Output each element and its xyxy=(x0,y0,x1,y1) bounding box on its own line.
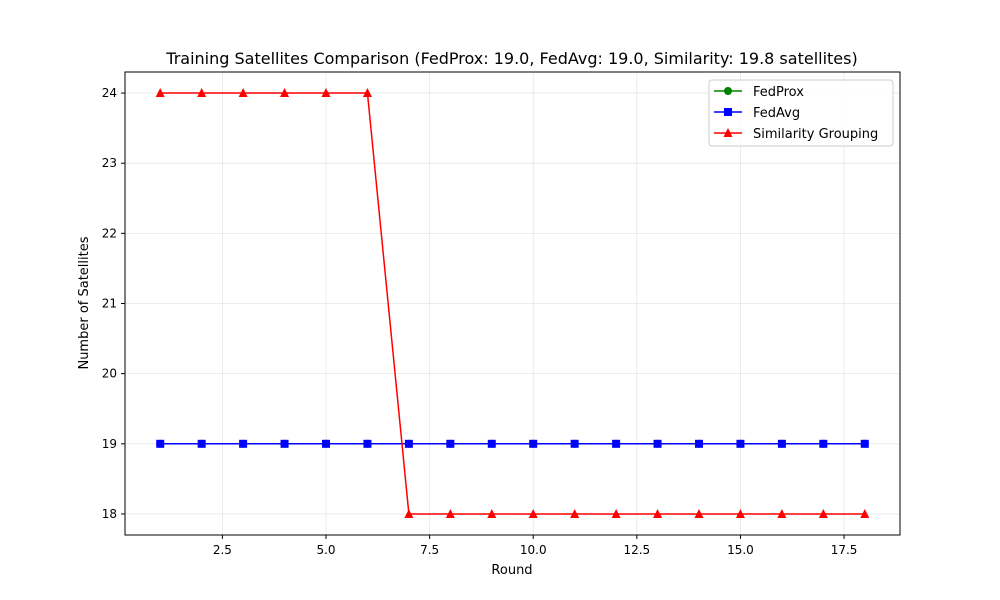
data-point xyxy=(819,439,828,448)
data-point xyxy=(694,508,704,518)
data-point xyxy=(362,88,372,98)
x-tick-label: 17.5 xyxy=(831,543,858,557)
data-point xyxy=(446,439,455,448)
y-tick-label: 19 xyxy=(102,437,117,451)
data-point xyxy=(735,508,745,518)
x-axis-label: Round xyxy=(491,563,532,578)
chart-title: Training Satellites Comparison (FedProx:… xyxy=(165,49,857,68)
y-tick-label: 18 xyxy=(102,507,117,521)
data-point xyxy=(487,439,496,448)
data-point xyxy=(321,88,331,98)
legend-box xyxy=(708,79,894,147)
data-point xyxy=(777,508,787,518)
legend-marker xyxy=(724,87,732,95)
data-point xyxy=(156,439,165,448)
data-point xyxy=(445,508,455,518)
data-point xyxy=(238,88,248,98)
y-tick-label: 22 xyxy=(102,226,117,240)
data-point xyxy=(570,439,579,448)
data-point xyxy=(653,508,663,518)
data-point xyxy=(818,508,828,518)
legend-marker xyxy=(724,108,732,116)
series-line xyxy=(160,92,865,515)
data-point xyxy=(280,439,289,448)
legend-label: Similarity Grouping xyxy=(753,127,878,142)
legend-entry: Similarity Grouping xyxy=(714,127,878,142)
data-point xyxy=(197,88,207,98)
data-point xyxy=(322,439,331,448)
data-point xyxy=(694,439,703,448)
x-tick-label: 5.0 xyxy=(316,543,335,557)
x-tick-label: 12.5 xyxy=(623,543,650,557)
x-axis-ticks: 2.5 5.0 7.5 10.0 12.5 15.0 17.5 xyxy=(213,535,858,557)
data-point xyxy=(239,439,248,448)
y-axis-label: Number of Satellites xyxy=(77,236,92,369)
data-point xyxy=(280,88,290,98)
y-axis-ticks: 18 19 20 21 22 23 24 xyxy=(102,86,125,521)
y-tick-label: 24 xyxy=(102,86,117,100)
data-point xyxy=(404,439,413,448)
data-point xyxy=(860,439,869,448)
y-tick-label: 20 xyxy=(102,367,117,381)
data-point xyxy=(197,439,206,448)
series-1 xyxy=(156,439,869,448)
data-point xyxy=(155,88,165,98)
data-point xyxy=(363,439,372,448)
data-point xyxy=(611,508,621,518)
x-tick-label: 15.0 xyxy=(727,543,754,557)
y-tick-label: 23 xyxy=(102,156,117,170)
y-tick-label: 21 xyxy=(102,297,117,311)
data-point xyxy=(777,439,786,448)
legend: FedProx FedAvg Similarity Grouping xyxy=(708,79,894,147)
legend-label: FedAvg xyxy=(753,106,800,121)
legend-label: FedProx xyxy=(753,85,804,100)
data-point xyxy=(528,508,538,518)
legend-entry: FedProx xyxy=(714,85,804,100)
series-2 xyxy=(155,88,870,518)
data-point xyxy=(736,439,745,448)
series-layer xyxy=(155,88,870,518)
data-point xyxy=(860,508,870,518)
x-tick-label: 10.0 xyxy=(520,543,547,557)
data-point xyxy=(487,508,497,518)
legend-entry: FedAvg xyxy=(714,106,800,121)
data-point xyxy=(529,439,538,448)
x-tick-label: 2.5 xyxy=(213,543,232,557)
data-point xyxy=(653,439,662,448)
data-point xyxy=(404,508,414,518)
legend-marker xyxy=(723,128,733,137)
data-point xyxy=(612,439,621,448)
data-point xyxy=(570,508,580,518)
x-tick-label: 7.5 xyxy=(420,543,439,557)
